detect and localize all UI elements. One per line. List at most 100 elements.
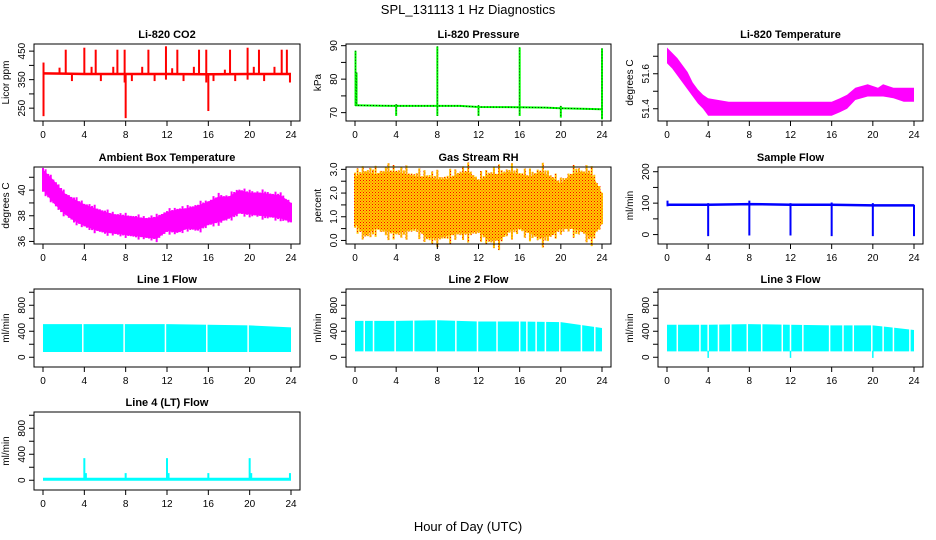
data-jitter [243, 188, 246, 217]
data-jitter [446, 175, 449, 239]
panel-title: Li-820 Temperature [740, 29, 841, 41]
x-tick-label: 12 [785, 376, 797, 387]
data-jitter [240, 190, 243, 214]
data-jitter [181, 206, 184, 234]
data-jitter [405, 165, 408, 240]
x-tick-label: 0 [40, 499, 46, 510]
y-axis-label: kPa [313, 73, 324, 91]
data-jitter [423, 170, 426, 242]
x-tick-label: 0 [40, 376, 46, 387]
data-jitter [217, 192, 220, 226]
data-jitter [382, 170, 385, 232]
x-tick-label: 0 [352, 253, 358, 264]
data-jitter [127, 215, 130, 236]
panel-gas-rh: Gas Stream RH percent 0 4 8 12 16 20 24 0.0 1.0 2.0… [313, 152, 612, 264]
panel-sample-flow: Sample Flow ml/min 0 4 8 12 16 20 24 0 100 200 [625, 152, 924, 264]
data-jitter [119, 213, 122, 237]
data-jitter [246, 191, 249, 215]
data-jitter [49, 174, 52, 203]
x-tick-label: 4 [82, 253, 88, 264]
y-tick-label: 800 [17, 419, 28, 436]
data-jitter [132, 216, 135, 237]
y-tick-label: 400 [17, 322, 28, 339]
data-jitter [202, 202, 205, 229]
data-jitter [577, 168, 580, 235]
data-jitter [209, 199, 212, 225]
data-jitter [145, 217, 148, 238]
x-tick-label: 0 [352, 130, 358, 141]
data-jitter [88, 204, 91, 231]
data-jitter [374, 165, 377, 237]
data-jitter [178, 208, 181, 233]
data-jitter [552, 177, 555, 236]
data-jitter [52, 179, 55, 204]
data-jitter [426, 175, 429, 240]
data-jitter [400, 167, 403, 238]
data-jitter [153, 216, 156, 239]
y-tick-label: 450 [17, 42, 28, 59]
panel-pressure: Li-820 Pressure kPa 0 4 8 12 16 20 24 70 80 90 [313, 29, 612, 141]
x-tick-label: 8 [435, 130, 441, 141]
data-jitter [495, 173, 498, 241]
x-tick-label: 20 [244, 499, 256, 510]
x-tick-label: 8 [747, 376, 753, 387]
data-jitter [287, 199, 290, 223]
panel-title: Line 4 (LT) Flow [126, 397, 209, 409]
x-tick-label: 24 [285, 253, 297, 264]
data-jitter [498, 164, 501, 251]
data-jitter [593, 174, 596, 239]
data-jitter [521, 173, 524, 232]
y-axis-label: ml/min [313, 313, 324, 342]
y-tick-label: 0 [641, 354, 652, 360]
data-jitter [60, 187, 63, 213]
data-jitter [467, 162, 470, 243]
data-jitter [215, 197, 218, 224]
data-jitter [428, 175, 431, 241]
x-tick-label: 24 [596, 376, 608, 387]
data-jitter [101, 210, 104, 233]
data-jitter [261, 189, 264, 220]
data-jitter [189, 206, 192, 231]
x-tick-label: 20 [555, 130, 567, 141]
x-tick-label: 16 [203, 130, 215, 141]
data-jitter [379, 170, 382, 232]
data-jitter [248, 189, 251, 218]
series-line1-flow [43, 322, 291, 355]
figure-title: SPL_131113 1 Hz Diagnostics [381, 2, 556, 17]
data-jitter [487, 172, 490, 242]
data-jitter [364, 170, 367, 237]
x-tick-label: 12 [785, 253, 797, 264]
data-jitter [531, 171, 534, 239]
y-tick-label: 400 [641, 322, 652, 339]
data-jitter [235, 189, 238, 217]
data-jitter [516, 168, 519, 235]
data-jitter [485, 170, 488, 244]
x-tick-label: 4 [82, 376, 88, 387]
panel-co2: Li-820 CO2 Licor ppm 0 4 8 12 16 20 24 250 350 450 [1, 29, 301, 141]
data-jitter [106, 209, 109, 236]
x-tick-label: 4 [393, 130, 399, 141]
x-tick-label: 20 [867, 130, 879, 141]
x-tick-label: 16 [203, 499, 215, 510]
data-jitter [477, 179, 480, 234]
x-tick-label: 24 [908, 130, 920, 141]
data-jitter [98, 209, 101, 232]
panel-title: Ambient Box Temperature [99, 152, 236, 164]
panel-line2-flow: Line 2 Flow ml/min 0 4 8 12 16 20 24 0 400 800 [313, 274, 612, 387]
x-tick-label: 12 [473, 130, 485, 141]
x-tick-label: 16 [826, 253, 838, 264]
data-jitter [354, 172, 356, 228]
x-tick-label: 4 [393, 253, 399, 264]
y-tick-label: 51.6 [641, 64, 652, 84]
x-tick-label: 4 [705, 130, 711, 141]
series-sample-flow [666, 200, 915, 237]
data-jitter [464, 171, 467, 235]
x-tick-label: 20 [244, 130, 256, 141]
data-jitter [523, 168, 526, 238]
data-jitter [590, 166, 593, 247]
x-tick-label: 12 [161, 499, 173, 510]
x-tick-label: 8 [747, 253, 753, 264]
data-jitter [147, 217, 150, 239]
